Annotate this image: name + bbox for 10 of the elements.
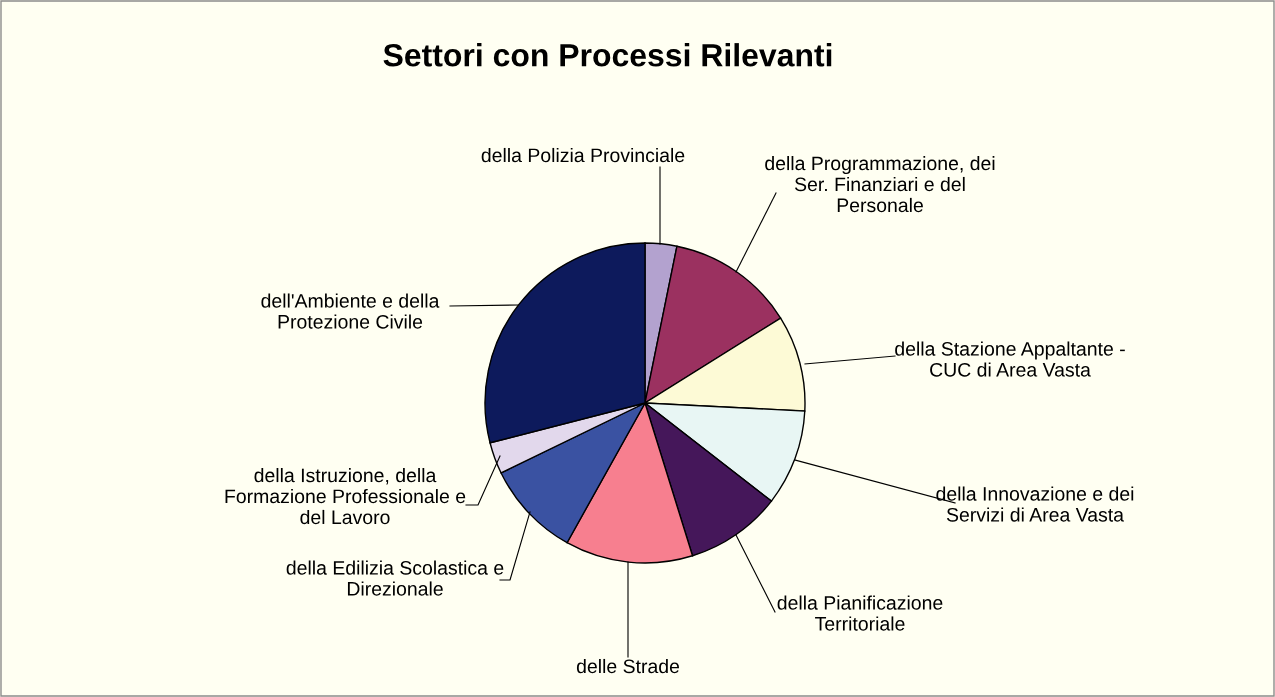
slice-label: della Stazione Appaltante - CUC di Area Vasta bbox=[895, 341, 1125, 377]
slice-label: della Pianificazione Territoriale bbox=[777, 595, 943, 631]
slice-label: della Edilizia Scolastica e Direzionale bbox=[286, 560, 504, 596]
chart-title: Settori con Processi Rilevanti bbox=[383, 43, 832, 67]
slice-label: della Programmazione, dei Ser. Finanziari e del Personale bbox=[765, 155, 995, 213]
slice-label: delle Strade bbox=[576, 658, 680, 674]
slice-label: della Polizia Provinciale bbox=[481, 147, 685, 163]
slice-label: della Innovazione e dei Servizi di Area Vasta bbox=[936, 486, 1134, 522]
slice-label: della Istruzione, della Formazione Professionale e del Lavoro bbox=[225, 467, 466, 525]
slice-label: dell'Ambiente e della Protezione Civile bbox=[261, 293, 440, 329]
